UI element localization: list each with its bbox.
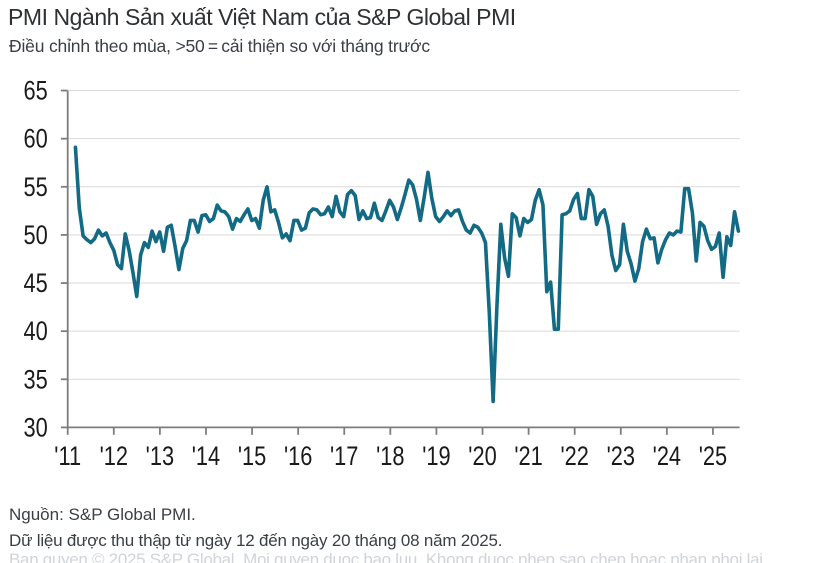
svg-text:60: 60 [23, 125, 47, 154]
svg-text:'16: '16 [284, 442, 312, 471]
svg-text:'24: '24 [653, 442, 681, 471]
svg-text:45: 45 [23, 269, 47, 298]
svg-text:'23: '23 [607, 442, 635, 471]
svg-text:'12: '12 [100, 442, 128, 471]
svg-text:'17: '17 [330, 442, 358, 471]
svg-text:'19: '19 [422, 442, 450, 471]
svg-text:'25: '25 [699, 442, 727, 471]
svg-text:'14: '14 [192, 442, 220, 471]
svg-text:'20: '20 [468, 442, 496, 471]
svg-text:'11: '11 [54, 442, 81, 471]
svg-text:40: 40 [23, 317, 47, 346]
svg-text:'13: '13 [146, 442, 174, 471]
svg-text:35: 35 [23, 365, 47, 394]
svg-text:50: 50 [23, 221, 47, 250]
svg-text:'15: '15 [238, 442, 266, 471]
svg-text:'18: '18 [376, 442, 404, 471]
svg-text:'21: '21 [514, 442, 542, 471]
svg-text:30: 30 [23, 413, 47, 442]
svg-text:55: 55 [23, 173, 47, 202]
svg-text:65: 65 [23, 77, 47, 106]
svg-text:'22: '22 [560, 442, 588, 471]
